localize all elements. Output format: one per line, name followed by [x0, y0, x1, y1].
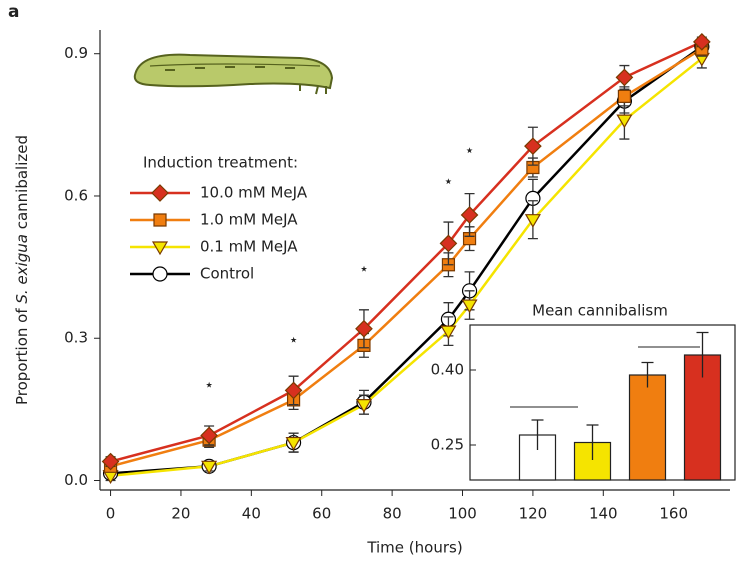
y-tick-label: 0.6: [64, 186, 88, 204]
x-tick-label: 40: [242, 505, 261, 523]
legend-marker: [153, 213, 167, 227]
marker: [524, 214, 541, 228]
x-tick-label: 140: [589, 505, 618, 523]
inset-chart: Mean cannibalism 0.25 0.40: [431, 302, 736, 481]
y-label-part: Proportion of: [13, 304, 31, 405]
legend-title: Induction treatment:: [143, 154, 298, 172]
y-tick-label: 0.9: [64, 44, 88, 62]
marker: [201, 460, 218, 475]
line-chart: 0 20 40 60 80 100 120 140 160 0.0 0.3 0.6 0.9 ⋆ ⋆ ⋆ ⋆ ⋆ 10…: [64, 30, 730, 523]
y-tick-label: 0.3: [64, 329, 88, 347]
marker: [616, 114, 633, 129]
y-tick-label: 0.0: [64, 471, 88, 489]
x-axis-label: Time (hours): [366, 539, 462, 557]
significance-star: ⋆: [443, 171, 453, 190]
marker: [439, 234, 458, 253]
x-tick-label: 80: [383, 505, 402, 523]
legend-label: 0.1 mM MeJA: [200, 238, 298, 256]
significance-star: ⋆: [204, 375, 214, 394]
significance-star: ⋆: [359, 259, 369, 278]
y-tick-label: 0.40: [431, 361, 464, 379]
x-tick-label: 100: [448, 505, 477, 523]
x-tick-label: 60: [312, 505, 331, 523]
legend-label: Control: [200, 265, 254, 283]
marker: [460, 206, 479, 224]
y-axis-label: Proportion of S. exigua cannibalized: [13, 135, 31, 405]
x-tick-label: 0: [106, 505, 116, 523]
marker: [285, 436, 302, 451]
inset-title: Mean cannibalism: [532, 302, 668, 320]
marker: [461, 299, 478, 314]
legend-label: 10.0 mM MeJA: [200, 184, 308, 202]
marker: [615, 68, 634, 87]
y-label-part: cannibalized: [13, 135, 31, 234]
error-bar: [586, 424, 599, 460]
x-tick-label: 160: [659, 505, 688, 523]
significance-star: ⋆: [289, 330, 299, 349]
legend-label: 1.0 mM MeJA: [200, 211, 298, 229]
marker: [101, 452, 120, 471]
legend-marker: [152, 266, 168, 282]
legend-marker: [151, 241, 169, 256]
error-bar: [696, 331, 709, 378]
marker: [692, 33, 711, 51]
x-tick-label: 120: [519, 505, 548, 523]
marker: [355, 399, 373, 413]
marker: [524, 137, 542, 156]
x-tick-label: 20: [171, 505, 190, 523]
error-bar: [531, 419, 544, 450]
panel-label: a: [8, 2, 19, 22]
legend-marker: [151, 184, 169, 202]
marker: [284, 381, 303, 400]
caterpillar: [133, 53, 334, 95]
marker: [355, 319, 373, 338]
significance-star: ⋆: [465, 140, 475, 159]
bar: [628, 374, 667, 481]
marker: [440, 325, 457, 340]
y-tick-label: 0.25: [431, 436, 464, 454]
error-bar: [641, 361, 654, 388]
y-label-part: S. exigua: [13, 234, 31, 304]
marker: [200, 426, 218, 445]
marker: [617, 89, 632, 103]
